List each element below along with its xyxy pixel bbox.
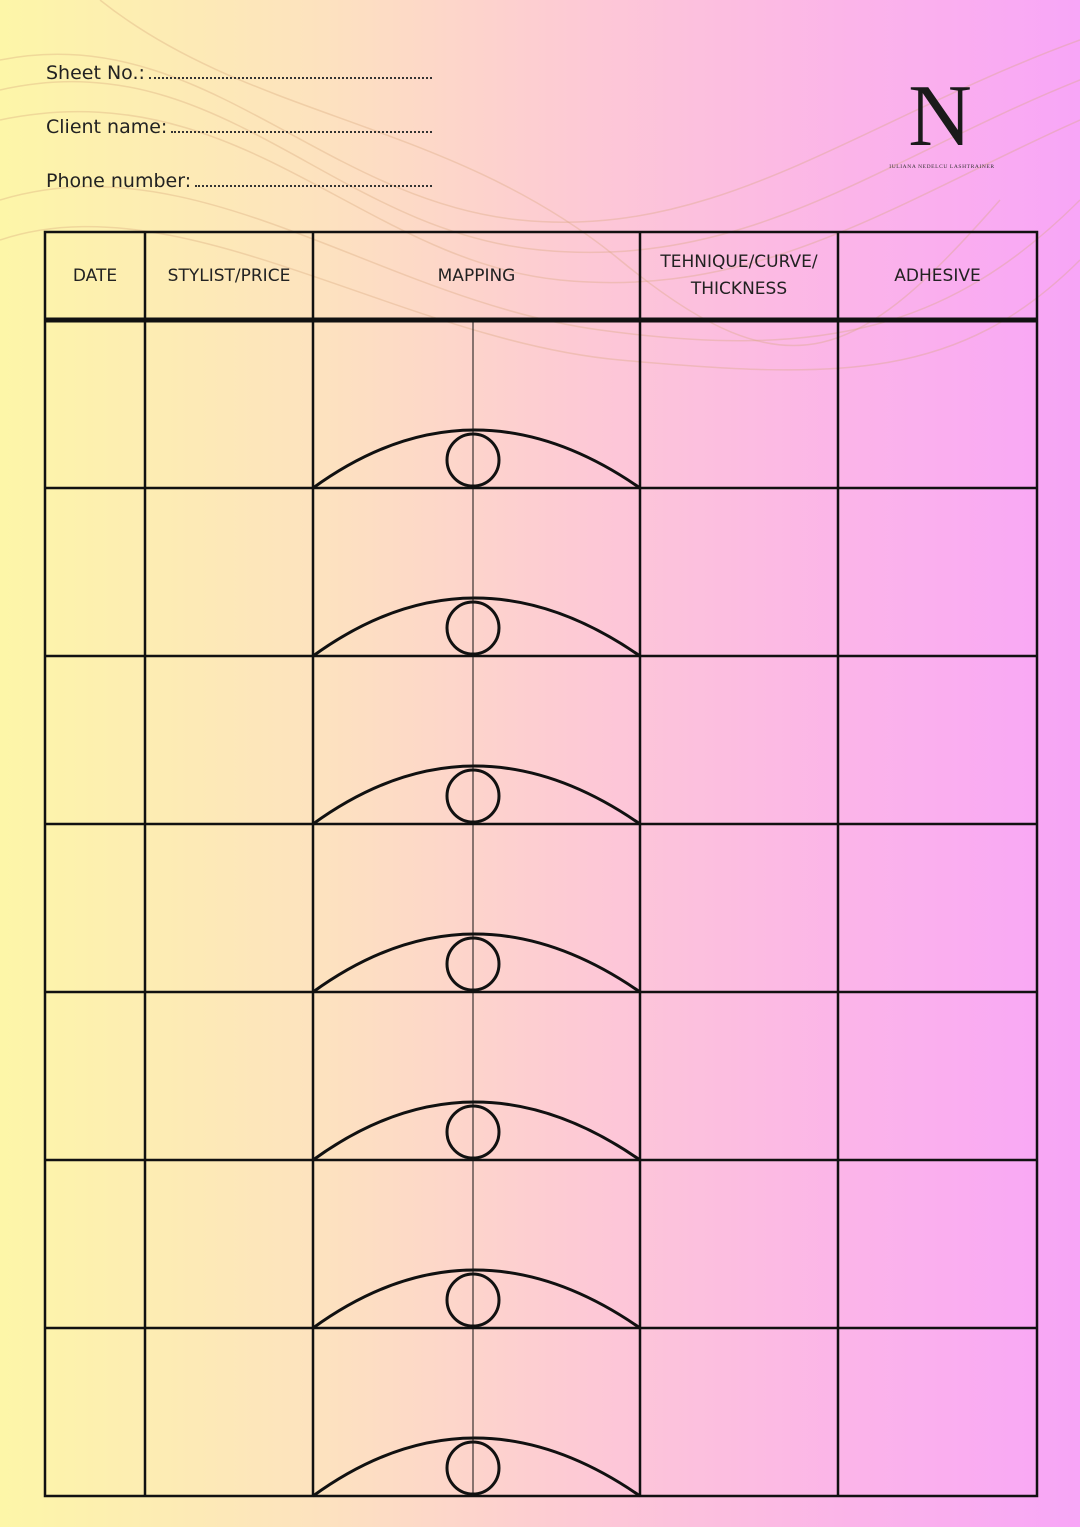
eye-circle bbox=[445, 936, 501, 992]
eye-circle bbox=[445, 1272, 501, 1328]
eye-arc bbox=[312, 1100, 641, 1162]
column-header: MAPPING bbox=[437, 265, 516, 286]
eye-circle bbox=[445, 1104, 501, 1160]
eye-arc bbox=[312, 1436, 641, 1498]
column-header: TEHNIQUE/CURVE/ THICKNESS bbox=[660, 252, 818, 299]
field-line[interactable] bbox=[148, 76, 432, 79]
field-label: Client name: bbox=[46, 116, 168, 138]
header-cell: TEHNIQUE/CURVE/ THICKNESS bbox=[640, 232, 838, 320]
field-label: Sheet No.: bbox=[46, 62, 145, 84]
eye-arc bbox=[312, 932, 641, 994]
eye-circle bbox=[445, 600, 501, 656]
logo-tagline: IULIANA NEDELCU LASHTRAINER bbox=[889, 164, 994, 170]
header-cell: ADHESIVE bbox=[838, 232, 1037, 320]
wave-decoration bbox=[0, 0, 1080, 371]
field-line[interactable] bbox=[195, 184, 433, 187]
eye-circle bbox=[445, 432, 501, 488]
column-header: DATE bbox=[72, 265, 118, 286]
field-label: Phone number: bbox=[46, 170, 192, 192]
logo-letter: N bbox=[908, 68, 972, 165]
header-cell: MAPPING bbox=[313, 232, 640, 320]
eye-arc bbox=[312, 764, 641, 826]
eye-circle bbox=[445, 1440, 501, 1496]
column-header: ADHESIVE bbox=[894, 265, 981, 286]
eye-circle bbox=[445, 768, 501, 824]
table-grid bbox=[43, 230, 1039, 1498]
field-line[interactable] bbox=[171, 130, 433, 133]
table-border bbox=[43, 230, 1039, 1498]
eye-arc bbox=[312, 428, 641, 490]
form-field: Phone number: bbox=[46, 170, 433, 192]
eye-arc bbox=[312, 1268, 641, 1330]
eye-arc bbox=[312, 596, 641, 658]
form-field: Sheet No.: bbox=[46, 62, 432, 84]
header-cell: DATE bbox=[45, 232, 145, 320]
header-cell: STYLIST/PRICE bbox=[145, 232, 313, 320]
column-header: STYLIST/PRICE bbox=[167, 265, 291, 286]
form-field: Client name: bbox=[46, 116, 433, 138]
